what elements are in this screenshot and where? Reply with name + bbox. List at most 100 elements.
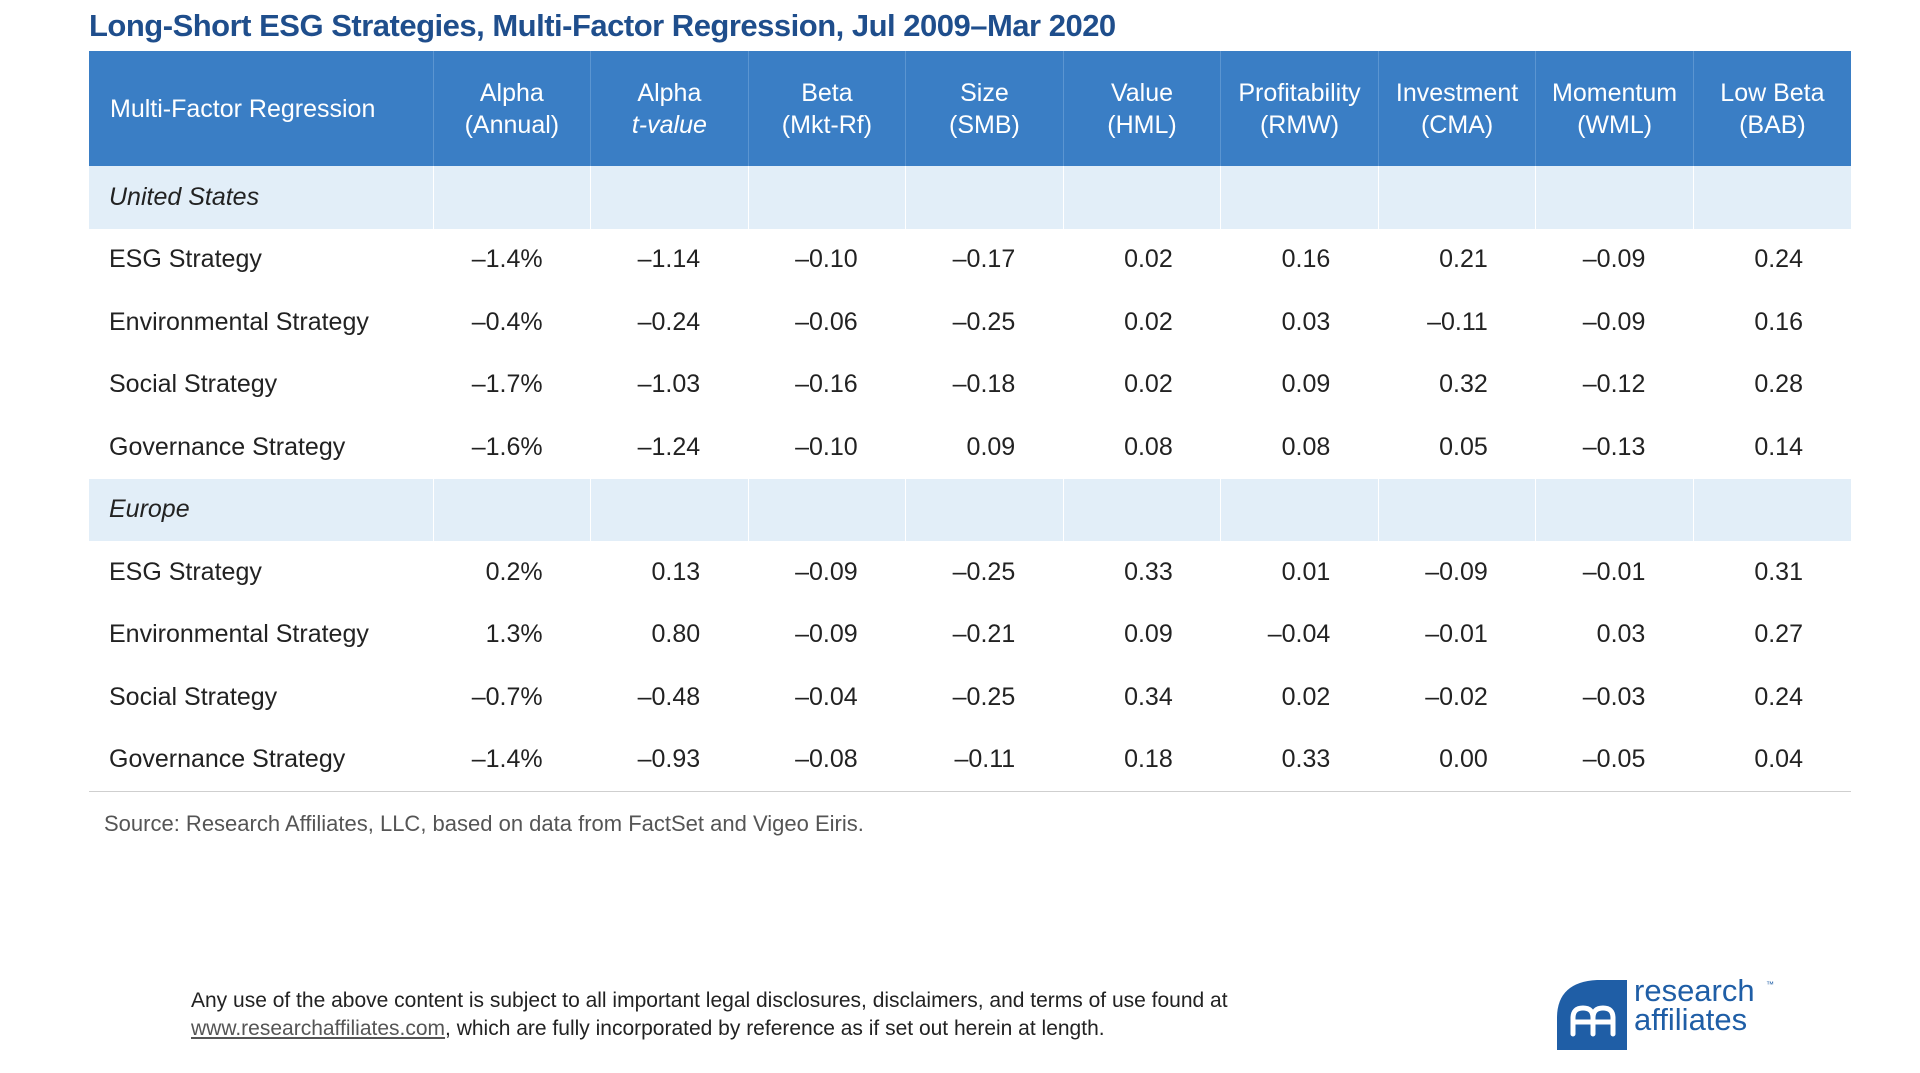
group-label: Europe: [89, 478, 434, 541]
column-header-title: Alpha: [479, 78, 544, 107]
page-title: Long-Short ESG Strategies, Multi-Factor …: [89, 8, 1116, 43]
table-row: Governance Strategy –1.6% –1.24 –0.10 0.…: [89, 416, 1851, 479]
cell-value: –0.11: [905, 728, 1064, 792]
column-header-subtitle: (BAB): [1739, 110, 1806, 139]
cell-value: –1.6%: [471, 432, 543, 461]
column-header-title: Size: [960, 78, 1009, 107]
regression-table: Multi-Factor Regression Alpha (Annual) A…: [89, 51, 1851, 792]
cell-value: 0.01: [1281, 557, 1331, 586]
cell-value: –0.01: [1582, 557, 1646, 586]
cell-value: 0.04: [1693, 728, 1851, 792]
cell-value: 0.08: [1124, 432, 1173, 461]
cell-value: –0.10: [795, 245, 858, 274]
cell-value: –0.12: [1582, 370, 1646, 399]
table-row: ESG Strategy 0.2% 0.13 –0.09 –0.25 0.33 …: [89, 541, 1851, 604]
table-row: Social Strategy –0.7% –0.48 –0.04 –0.25 …: [89, 666, 1851, 729]
cell-value: –0.4%: [471, 307, 543, 336]
column-header-subtitle: (Mkt-Rf): [781, 110, 873, 139]
row-label: Social Strategy: [109, 370, 278, 399]
cell-value: –1.03: [637, 370, 701, 399]
disclaimer-line2: , which are fully incorporated by refere…: [445, 1017, 1105, 1040]
cell-value: 0.28: [1754, 370, 1803, 399]
group-row-united-states: United States: [89, 166, 1851, 229]
legal-disclaimer: Any use of the above content is subject …: [191, 987, 1228, 1043]
cell-value: –0.11: [1427, 307, 1488, 336]
cell-value: 0.05: [1439, 432, 1488, 461]
cell-value: 0.33: [1124, 557, 1173, 586]
row-label: Governance Strategy: [109, 432, 346, 461]
column-header-title: Low Beta: [1720, 78, 1825, 107]
cell-value: –1.24: [637, 432, 701, 461]
cell-value: –0.25: [952, 557, 1016, 586]
cell-value: –0.04: [1267, 620, 1331, 649]
cell-value: –0.93: [590, 728, 749, 792]
cell-value: 0.18: [1063, 728, 1221, 792]
header-label: Multi-Factor Regression: [89, 51, 434, 166]
logo-mark-icon: [1557, 980, 1627, 1050]
cell-value: –0.7%: [471, 682, 543, 711]
column-header-title: Beta: [801, 78, 853, 107]
cell-value: –0.18: [952, 370, 1016, 399]
cell-value: 0.2%: [485, 557, 543, 586]
row-label: Social Strategy: [109, 682, 278, 711]
cell-value: –0.16: [795, 370, 858, 399]
logo-line1: research: [1634, 973, 1755, 1008]
column-header-title: Investment: [1395, 78, 1519, 107]
cell-value: 1.3%: [485, 620, 543, 649]
disclaimer-line1: Any use of the above content is subject …: [191, 989, 1228, 1012]
logo-line2: affiliates: [1634, 1002, 1748, 1037]
row-label: Environmental Strategy: [109, 307, 369, 336]
cell-value: –0.10: [795, 432, 858, 461]
cell-value: –1.14: [637, 245, 701, 274]
table-row: Environmental Strategy –0.4% –0.24 –0.06…: [89, 291, 1851, 354]
logo-wordmark: research affiliates: [1634, 973, 1755, 1037]
column-header: Profitability (RMW): [1220, 51, 1379, 166]
cell-value: –0.25: [952, 307, 1016, 336]
cell-value: 0.32: [1439, 370, 1488, 399]
research-affiliates-logo: research affiliates ™: [1553, 973, 1783, 1050]
row-label: ESG Strategy: [109, 557, 262, 586]
column-header-subtitle: (HML): [1107, 110, 1177, 139]
cell-value: –1.7%: [471, 370, 543, 399]
cell-value: 0.02: [1124, 245, 1173, 274]
cell-value: –0.08: [748, 728, 906, 792]
cell-value: –0.48: [637, 682, 701, 711]
cell-value: –0.13: [1582, 432, 1646, 461]
cell-value: –0.09: [795, 557, 858, 586]
table-row: Social Strategy –1.7% –1.03 –0.16 –0.18 …: [89, 354, 1851, 417]
column-header-title: Momentum: [1552, 78, 1678, 107]
row-label: Environmental Strategy: [109, 620, 369, 649]
column-header-subtitle: (Annual): [464, 110, 560, 139]
group-row-europe: Europe: [89, 478, 1851, 541]
cell-value: 0.00: [1378, 728, 1536, 792]
column-header-subtitle: (RMW): [1259, 110, 1340, 139]
cell-value: 0.21: [1439, 245, 1488, 274]
cell-value: –0.05: [1535, 728, 1694, 792]
row-label: Governance Strategy: [89, 728, 434, 792]
source-note: Source: Research Affiliates, LLC, based …: [104, 811, 864, 836]
column-header-subtitle: t-value: [631, 110, 707, 139]
group-label: United States: [89, 166, 434, 229]
column-header-title: Profitability: [1238, 78, 1361, 107]
cell-value: –1.4%: [471, 245, 543, 274]
table-header-row: Multi-Factor Regression Alpha (Annual) A…: [89, 51, 1851, 166]
cell-value: –0.01: [1425, 620, 1488, 649]
cell-value: 0.16: [1281, 245, 1331, 274]
cell-value: 0.02: [1124, 307, 1173, 336]
table-row: Environmental Strategy 1.3% 0.80 –0.09 –…: [89, 604, 1851, 667]
column-header: Low Beta (BAB): [1692, 51, 1851, 166]
cell-value: –0.03: [1582, 682, 1646, 711]
column-header-subtitle: (SMB): [949, 110, 1020, 139]
cell-value: 0.03: [1596, 620, 1646, 649]
column-header: Investment (CMA): [1377, 51, 1536, 166]
column-header-title: Value: [1110, 78, 1174, 107]
cell-value: 0.31: [1754, 557, 1803, 586]
cell-value: 0.13: [651, 557, 701, 586]
cell-value: 0.34: [1124, 682, 1173, 711]
cell-value: –0.24: [637, 307, 701, 336]
cell-value: –0.25: [952, 682, 1016, 711]
cell-value: 0.02: [1124, 370, 1173, 399]
website-link[interactable]: www.researchaffiliates.com: [191, 1017, 446, 1040]
cell-value: 0.08: [1281, 432, 1331, 461]
column-header: Value (HML): [1062, 51, 1221, 166]
